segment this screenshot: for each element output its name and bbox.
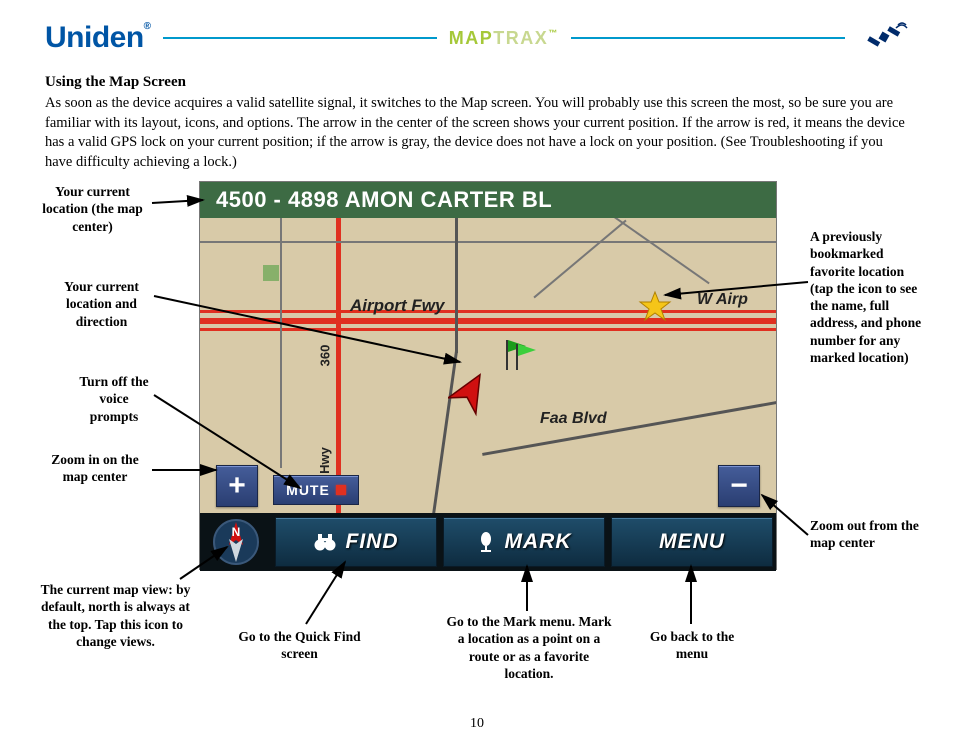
product-logo: MAPTRAX™ [449, 28, 559, 49]
callout-mark: Go to the Mark menu. Mark a location as … [444, 613, 614, 682]
zoom-in-button[interactable]: + [216, 465, 258, 507]
faa-road [482, 399, 776, 456]
park-block [263, 265, 279, 281]
callout-menu: Go back to the menu [647, 628, 737, 663]
compass-icon: N [211, 517, 261, 567]
road-v2 [455, 218, 458, 353]
product-tm: ™ [548, 28, 559, 38]
page-header: Uniden® MAPTRAX™ [45, 18, 909, 58]
airport-fwy-label: Airport Fwy [350, 296, 444, 316]
svg-text:N: N [232, 525, 241, 539]
favorite-star-icon [638, 290, 672, 324]
brand-logo: Uniden® [45, 21, 151, 55]
callout-zoom-out: Zoom out from the map center [810, 517, 920, 552]
mark-label: MARK [505, 530, 572, 554]
hwy-360 [336, 218, 341, 513]
flag-icon [498, 336, 538, 376]
mute-led-icon [336, 485, 346, 495]
road-v1 [280, 218, 282, 468]
brand-text: Uniden [45, 21, 144, 54]
faa-blvd-label: Faa Blvd [540, 410, 607, 428]
product-b: TRAX [493, 28, 548, 48]
mute-button[interactable]: MUTE [273, 475, 359, 505]
map-screenshot: 4500 - 4898 AMON CARTER BL Airport Fwy F… [199, 181, 777, 570]
find-label: FIND [346, 530, 399, 554]
compass-button[interactable]: N [200, 513, 272, 571]
plus-icon: + [228, 469, 246, 503]
road-h1 [200, 241, 776, 243]
callout-voice-off: Turn off the voice prompts [74, 373, 154, 425]
brand-reg: ® [144, 21, 151, 32]
page-number: 10 [0, 716, 954, 732]
map-title: 4500 - 4898 AMON CARTER BL [216, 187, 552, 213]
mic-icon [477, 532, 495, 552]
highway-lower [200, 328, 776, 331]
section-title: Using the Map Screen [45, 74, 186, 91]
body-paragraph: As soon as the device acquires a valid s… [45, 94, 909, 172]
map-title-bar: 4500 - 4898 AMON CARTER BL [200, 182, 776, 218]
callout-location-direction: Your current location and direction [49, 278, 154, 330]
menu-button[interactable]: MENU [611, 517, 773, 567]
header-rule-right [571, 37, 845, 39]
hwy360-label: Hwy [317, 447, 332, 474]
zoom-out-button[interactable]: − [718, 465, 760, 507]
map-canvas: Airport Fwy Faa Blvd W Airp 360 Hwy + − … [200, 218, 776, 513]
binoculars-icon [314, 532, 336, 552]
callout-zoom-in: Zoom in on the map center [40, 451, 150, 486]
find-button[interactable]: FIND [275, 517, 437, 567]
header-rule-left [163, 37, 437, 39]
wairp-label: W Airp [697, 291, 748, 309]
callout-location-center: Your current location (the map center) [35, 183, 150, 235]
callout-bookmark: A previously bookmarked favorite locatio… [810, 228, 925, 366]
hwy360-num-label: 360 [317, 345, 332, 367]
map-toolbar: N FIND MARK MENU [200, 513, 776, 571]
mute-label: MUTE [286, 482, 330, 498]
menu-label: MENU [659, 530, 725, 554]
product-a: MAP [449, 28, 494, 48]
highway-main [200, 318, 776, 324]
road-diag2 [610, 218, 709, 284]
callout-find: Go to the Quick Find screen [232, 628, 367, 663]
mark-button[interactable]: MARK [443, 517, 605, 567]
callout-view: The current map view: by default, north … [33, 581, 198, 650]
minus-icon: − [730, 469, 748, 503]
satellite-icon [857, 18, 909, 58]
highway-upper [200, 310, 776, 313]
current-position-arrow-icon [448, 368, 492, 418]
road-diag1 [533, 220, 626, 299]
